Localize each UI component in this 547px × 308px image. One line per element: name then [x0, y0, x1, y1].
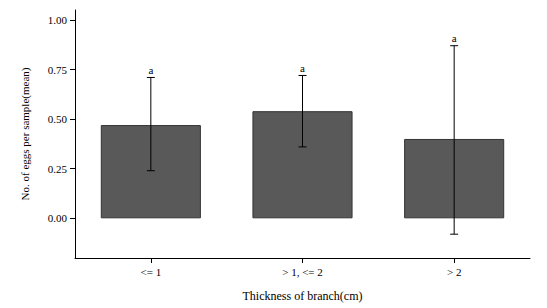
svg-text:0.50: 0.50	[48, 113, 68, 125]
svg-text:No. of eggs per sample(mean): No. of eggs per sample(mean)	[19, 67, 32, 200]
svg-text:0.00: 0.00	[48, 212, 68, 224]
svg-text:a: a	[148, 64, 153, 76]
svg-text:1.00: 1.00	[48, 14, 68, 26]
svg-text:<= 1: <= 1	[140, 266, 161, 278]
svg-text:a: a	[300, 62, 305, 74]
svg-text:0.75: 0.75	[48, 64, 68, 76]
svg-text:> 2: > 2	[447, 266, 461, 278]
svg-text:Thickness of branch(cm): Thickness of branch(cm)	[243, 289, 363, 303]
svg-text:> 1, <= 2: > 1, <= 2	[282, 266, 323, 278]
svg-text:a: a	[452, 32, 457, 44]
svg-text:0.25: 0.25	[48, 163, 68, 175]
